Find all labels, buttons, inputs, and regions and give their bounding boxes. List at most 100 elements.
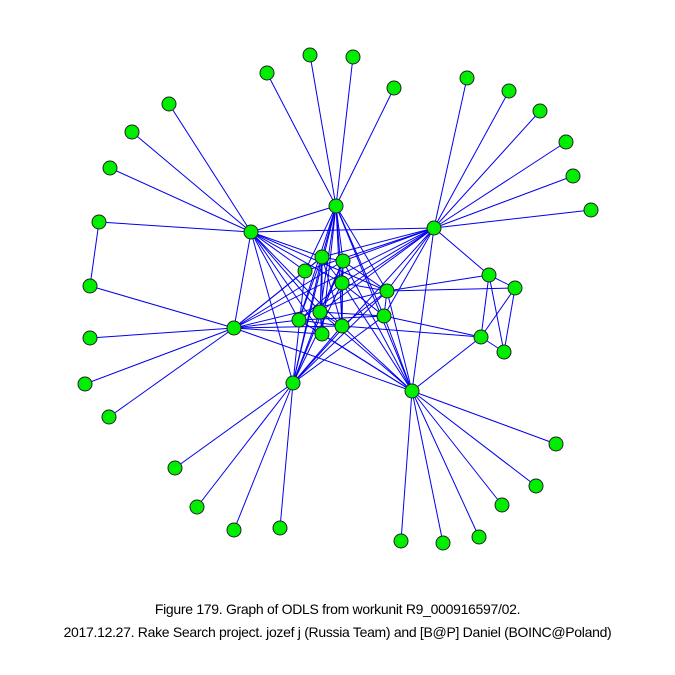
edge [233, 319, 300, 329]
edge [233, 327, 323, 335]
edge [400, 390, 413, 542]
node [226, 522, 242, 538]
node [124, 124, 140, 140]
node [548, 436, 564, 452]
edge [341, 282, 388, 292]
edge [292, 311, 321, 384]
edge [386, 227, 435, 292]
edge [250, 231, 300, 321]
edge [250, 231, 323, 258]
node [334, 275, 350, 291]
edge [168, 103, 252, 233]
edge [488, 274, 505, 353]
edge [411, 390, 557, 445]
edge [250, 231, 321, 313]
edge [131, 131, 252, 233]
node [272, 520, 288, 536]
node [435, 535, 451, 551]
edge [341, 325, 482, 338]
edge [196, 382, 294, 508]
edge [174, 382, 294, 469]
edge [319, 311, 413, 392]
node [102, 160, 118, 176]
edge [250, 231, 294, 384]
node [481, 267, 497, 283]
node [473, 329, 489, 345]
node [393, 533, 409, 549]
edge [433, 77, 468, 229]
edge [319, 227, 435, 313]
node [528, 478, 544, 494]
node [226, 320, 242, 336]
edge [321, 227, 435, 258]
edge [319, 311, 385, 317]
node [507, 280, 523, 296]
edge [383, 315, 482, 338]
node [161, 96, 177, 112]
edge [309, 54, 337, 207]
node [312, 304, 328, 320]
edge [411, 336, 482, 392]
edge [411, 390, 444, 544]
edge [341, 282, 385, 317]
edge [250, 205, 337, 233]
node [167, 460, 183, 476]
edge [433, 175, 574, 229]
edge [89, 327, 235, 339]
graph [77, 47, 599, 551]
node [583, 202, 599, 218]
edge [233, 382, 294, 531]
edge [342, 260, 388, 292]
caption-line: Figure 179. Graph of ODLS from workunit … [154, 601, 521, 617]
edge [433, 90, 510, 229]
node [77, 376, 93, 392]
node [328, 198, 344, 214]
edge [292, 260, 344, 384]
edge [233, 325, 343, 329]
node [291, 312, 307, 328]
node [404, 383, 420, 399]
edge [386, 290, 413, 392]
node [243, 224, 259, 240]
caption-line: 2017.12.27. Rake Search project. jozef j… [63, 624, 612, 640]
edge [89, 221, 100, 287]
edge [250, 227, 435, 233]
node [496, 344, 512, 360]
edge [84, 327, 235, 385]
edge [341, 282, 413, 392]
node [297, 263, 313, 279]
edge [383, 315, 413, 392]
node [379, 283, 395, 299]
edge [250, 231, 323, 335]
node [459, 70, 475, 86]
node [386, 80, 402, 96]
node [335, 253, 351, 269]
node [532, 103, 548, 119]
edge [480, 287, 516, 338]
edge [108, 327, 235, 418]
node [471, 529, 487, 545]
edge [341, 325, 413, 392]
node [259, 65, 275, 81]
edge [292, 325, 343, 384]
node [314, 326, 330, 342]
node [376, 308, 392, 324]
edge [341, 290, 388, 327]
edge [279, 382, 294, 529]
node [334, 318, 350, 334]
node [101, 409, 117, 425]
edge [109, 167, 252, 233]
edge [304, 205, 337, 272]
edge [411, 390, 503, 506]
edge [411, 390, 480, 538]
edge [480, 274, 490, 338]
edge [89, 285, 235, 329]
node [91, 214, 107, 230]
edge [335, 205, 388, 292]
edge [433, 209, 592, 229]
edge [433, 110, 541, 229]
edge [335, 56, 354, 207]
edge [233, 231, 252, 329]
edge [433, 227, 490, 276]
node [558, 134, 574, 150]
